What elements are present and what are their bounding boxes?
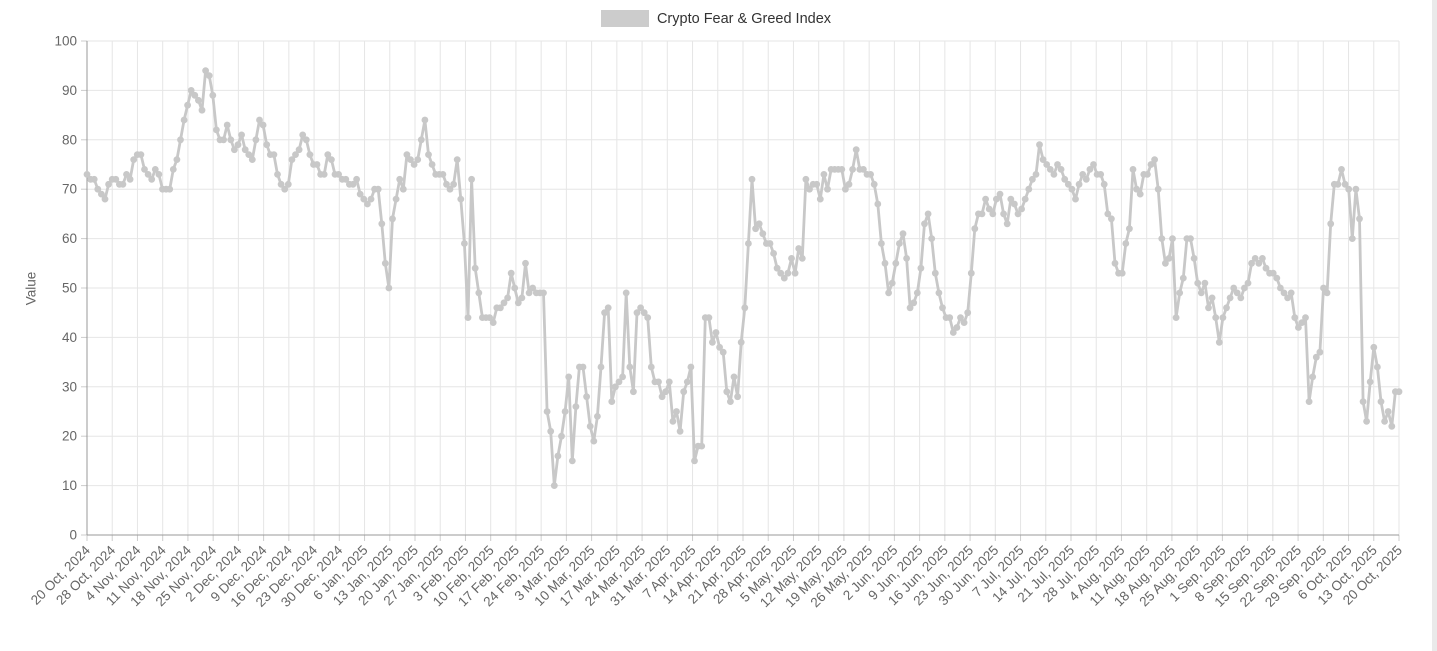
svg-text:70: 70: [62, 182, 77, 197]
svg-text:20: 20: [62, 429, 77, 444]
svg-text:80: 80: [62, 132, 77, 147]
svg-text:100: 100: [54, 34, 77, 49]
svg-text:40: 40: [62, 330, 77, 345]
legend-label: Crypto Fear & Greed Index: [656, 10, 832, 27]
svg-text:50: 50: [62, 281, 77, 296]
chart-legend[interactable]: Crypto Fear & Greed Index: [0, 10, 1432, 27]
svg-text:60: 60: [62, 231, 77, 246]
svg-text:90: 90: [62, 83, 77, 98]
svg-text:30: 30: [62, 379, 77, 394]
svg-text:10: 10: [62, 478, 77, 493]
legend-swatch: [600, 10, 649, 27]
svg-text:0: 0: [69, 528, 77, 543]
vertical-scrollbar[interactable]: [1432, 0, 1437, 651]
